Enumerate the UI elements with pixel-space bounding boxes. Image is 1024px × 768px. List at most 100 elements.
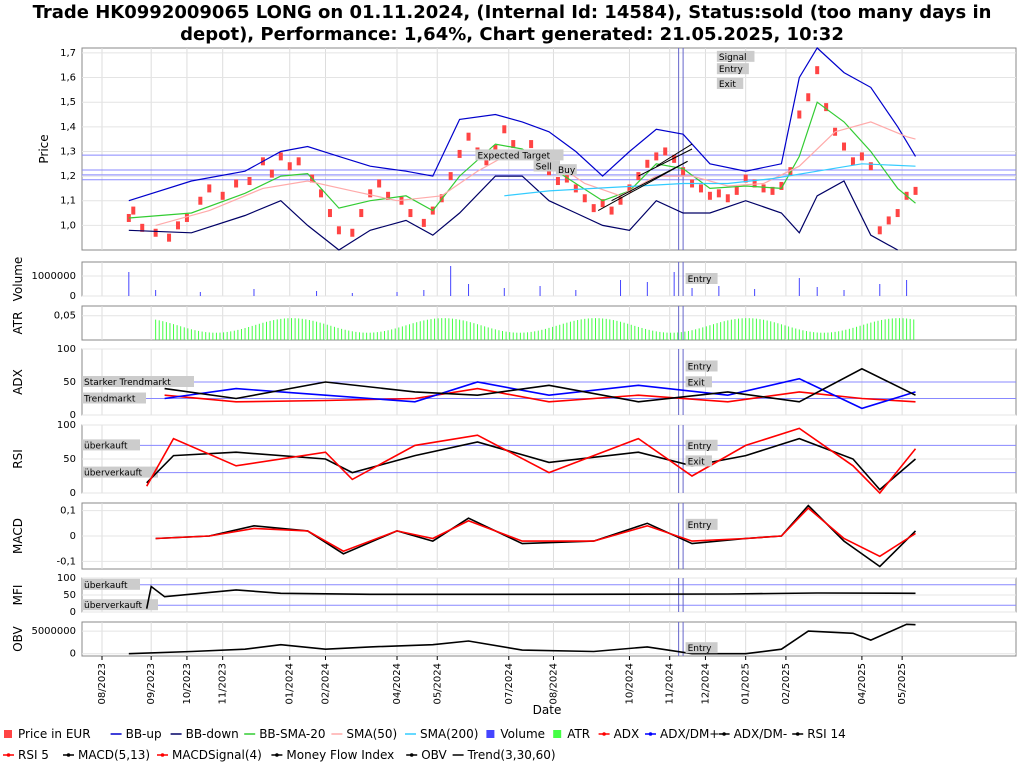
mfi-series-mfi [145, 585, 916, 609]
rsi-annotation: Exit [688, 457, 706, 467]
price-candle [167, 233, 172, 242]
adx-y-axis-label: ADX [11, 369, 25, 395]
price-annotation-bg [475, 149, 564, 161]
price-candle [234, 179, 239, 188]
price-candle [627, 184, 632, 193]
price-annotation: Exit [719, 80, 737, 90]
legend-marker [409, 753, 414, 757]
price-candle [269, 169, 274, 178]
adx-series-dm_plus [164, 377, 916, 410]
adx-annotation: Exit [688, 378, 706, 388]
x-tick-label: 12/2024 [700, 663, 711, 705]
price-candle [806, 93, 811, 102]
legend-entry: SMA(50) [346, 727, 397, 741]
price-candle [850, 157, 855, 166]
price-candle [555, 177, 560, 186]
adx-zone-label-bg [82, 376, 194, 387]
price-candle [886, 216, 891, 225]
price-candle [336, 226, 341, 235]
rsi-annotation: Entry [688, 442, 713, 452]
x-tick-label: 08/2023 [97, 663, 108, 705]
rsi-y-tick-label: 100 [57, 420, 76, 431]
legend-swatch [486, 730, 495, 738]
price-candle [377, 179, 382, 188]
price-candle [140, 223, 145, 232]
price-candle [654, 152, 659, 161]
price-annotation: Sell [536, 162, 552, 172]
rsi-zone-label-bg [82, 466, 158, 478]
price-y-axis-label: Price [37, 134, 51, 163]
legend-entry: Money Flow Index [286, 748, 394, 762]
legend-entry: RSI 5 [18, 748, 49, 762]
price-candle [278, 152, 283, 161]
x-axis-label: Date [533, 703, 562, 717]
price-candle [815, 66, 820, 75]
price-candle [609, 206, 614, 215]
price-candle [207, 184, 212, 193]
price-annotation-bg [716, 63, 749, 75]
adx-panel: 100 50 0 ADX Starker Trendmarkt Trendmarkt Ent… [11, 344, 1017, 421]
volume-panel: 1000000 0 Volume Entry [11, 257, 1017, 302]
price-candle [645, 159, 650, 168]
price-candle [484, 157, 489, 166]
macd-series-signal [155, 507, 916, 558]
legend-entry: Volume [500, 727, 545, 741]
legend-marker [648, 732, 653, 736]
price-series-bb_down [128, 175, 898, 251]
legend-entry: BB-up [126, 727, 162, 741]
price-candle [868, 162, 873, 171]
x-tick-label: 05/2024 [432, 663, 443, 705]
price-candle [672, 154, 677, 163]
price-annotation: Expected Target [477, 151, 550, 161]
trend-line [656, 143, 693, 167]
price-candle [466, 132, 471, 141]
legend-marker [795, 732, 800, 736]
legend-marker [722, 732, 726, 736]
price-y-tick-label: 1,4 [60, 122, 76, 133]
legend-entry: ADX [614, 727, 640, 741]
rsi-series-rsi14 [146, 437, 917, 491]
price-candle [350, 228, 355, 237]
price-candle [859, 152, 864, 161]
rsi-zone-label: überverkauft [84, 469, 143, 479]
price-series-sma50 [155, 121, 916, 226]
price-candle [842, 142, 847, 151]
price-y-tick-label: 1,5 [60, 97, 76, 108]
price-candle [698, 184, 703, 193]
price-series-sma200 [504, 163, 916, 197]
price-annotation: Buy [558, 166, 576, 176]
price-y-tick-label: 1,3 [60, 146, 76, 157]
adx-series-adx [164, 387, 916, 403]
price-candle [296, 157, 301, 166]
rsi-panel: 100 50 0 RSI überkauft überverkauft Entry Exit [11, 420, 1017, 499]
price-candle [770, 186, 775, 195]
price-candle [913, 186, 918, 195]
obv-series-obv [128, 623, 916, 655]
mfi-panel: 100 50 0 MFI überkauft überverkauft [11, 573, 1017, 618]
price-candle [681, 167, 686, 176]
atr-y-axis-label: ATR [11, 312, 25, 335]
x-tick-label: 02/2024 [321, 663, 332, 705]
macd-y-axis-label: MACD [11, 518, 25, 554]
legend-entry: ADX/DM- [734, 727, 788, 741]
price-candle [761, 184, 766, 193]
rsi-series-rsi5 [146, 427, 917, 495]
adx-y-tick-label: 100 [57, 344, 76, 355]
price-candle [877, 226, 882, 235]
price-candle [175, 221, 180, 230]
legend-entry: ADX/DM+ [660, 727, 719, 741]
legend-swatch [4, 730, 12, 738]
price-candle [573, 184, 578, 193]
price-annotation-bg [716, 50, 755, 62]
x-tick-label: 10/2023 [182, 663, 193, 705]
price-candle [618, 196, 623, 205]
legend-entry: ATR [567, 727, 590, 741]
price-candle [797, 110, 802, 119]
price-candle [663, 147, 668, 156]
atr-panel: 0,05 ATR [11, 305, 1017, 341]
mfi-y-tick-label: 100 [57, 573, 76, 584]
mfi-y-tick-label: 0 [70, 607, 76, 618]
price-candle [824, 103, 829, 112]
obv-annotation: Entry [688, 644, 713, 654]
price-annotation: Signal [719, 53, 747, 63]
